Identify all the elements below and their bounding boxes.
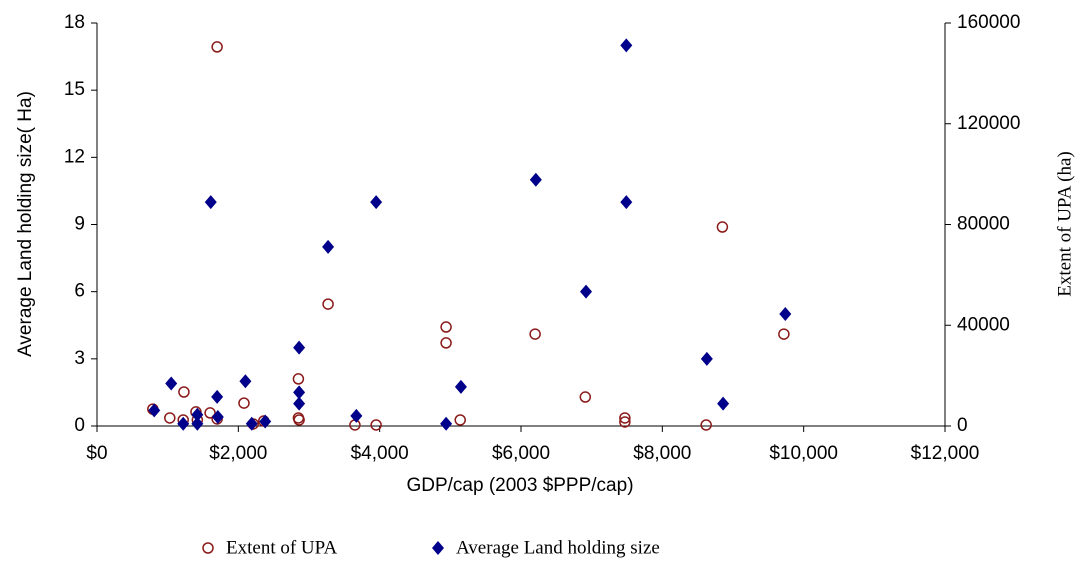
x-tick-label: $8,000 xyxy=(633,443,691,464)
x-tick-label: $12,000 xyxy=(911,443,980,464)
y2-tick-label: 120000 xyxy=(957,113,1020,134)
x-tick-label: $10,000 xyxy=(769,443,838,464)
point xyxy=(440,321,452,333)
point xyxy=(454,414,466,426)
point xyxy=(211,410,224,425)
point xyxy=(580,284,593,299)
point xyxy=(293,385,306,400)
x-tick-label: $0 xyxy=(86,443,107,464)
point xyxy=(191,407,204,422)
y-tick-label: 12 xyxy=(64,146,85,167)
x-tick-label: $2,000 xyxy=(209,443,267,464)
point xyxy=(370,195,383,210)
y-tick-label: 0 xyxy=(74,415,85,436)
y2-axis-label: Extent of UPA (ha) xyxy=(1054,151,1075,296)
point xyxy=(259,414,272,429)
point xyxy=(164,412,176,424)
point xyxy=(292,373,305,385)
y-tick-label: 15 xyxy=(64,79,85,100)
point xyxy=(700,419,712,431)
x-axis-label: GDP/cap (2003 $PPP/cap) xyxy=(406,475,633,496)
legend-marker xyxy=(202,542,214,554)
point xyxy=(619,416,631,428)
point xyxy=(440,416,453,431)
y2-tick-label: 160000 xyxy=(957,12,1020,33)
y-tick-label: 3 xyxy=(74,348,85,369)
point xyxy=(245,416,258,431)
point xyxy=(211,41,223,53)
point xyxy=(529,328,541,340)
point xyxy=(211,389,224,404)
legend-label: Average Land holding size xyxy=(456,537,660,558)
point xyxy=(165,376,178,391)
point xyxy=(204,407,216,419)
y-tick-label: 18 xyxy=(64,12,85,33)
legend-marker xyxy=(432,541,444,555)
y-axis-label: Average Land holding size( Ha) xyxy=(15,91,36,357)
point xyxy=(370,419,382,431)
point xyxy=(293,340,306,355)
point xyxy=(529,172,542,187)
y-tick-label: 9 xyxy=(74,214,85,235)
point xyxy=(619,412,631,424)
point xyxy=(700,351,713,366)
y2-tick-label: 80000 xyxy=(957,214,1010,235)
point xyxy=(191,416,204,431)
point xyxy=(178,386,190,398)
point xyxy=(778,328,790,340)
point xyxy=(238,397,250,409)
point xyxy=(349,419,361,431)
point xyxy=(177,416,190,431)
point xyxy=(717,396,730,411)
y2-tick-label: 40000 xyxy=(957,314,1010,335)
point xyxy=(350,408,363,423)
point xyxy=(620,195,633,210)
x-tick-label: $4,000 xyxy=(351,443,409,464)
point xyxy=(579,391,592,403)
point xyxy=(148,403,161,418)
x-tick-label: $6,000 xyxy=(492,443,550,464)
point xyxy=(440,337,452,349)
y-tick-label: 6 xyxy=(74,281,85,302)
point xyxy=(293,396,306,411)
point xyxy=(239,374,252,389)
y2-tick-label: 0 xyxy=(957,415,968,436)
point xyxy=(779,307,792,322)
point xyxy=(293,414,305,426)
point xyxy=(322,298,334,310)
point xyxy=(322,239,335,254)
point xyxy=(204,195,217,210)
point xyxy=(716,221,729,233)
legend-label: Extent of UPA xyxy=(226,537,337,558)
point xyxy=(454,379,467,394)
point xyxy=(620,38,633,53)
